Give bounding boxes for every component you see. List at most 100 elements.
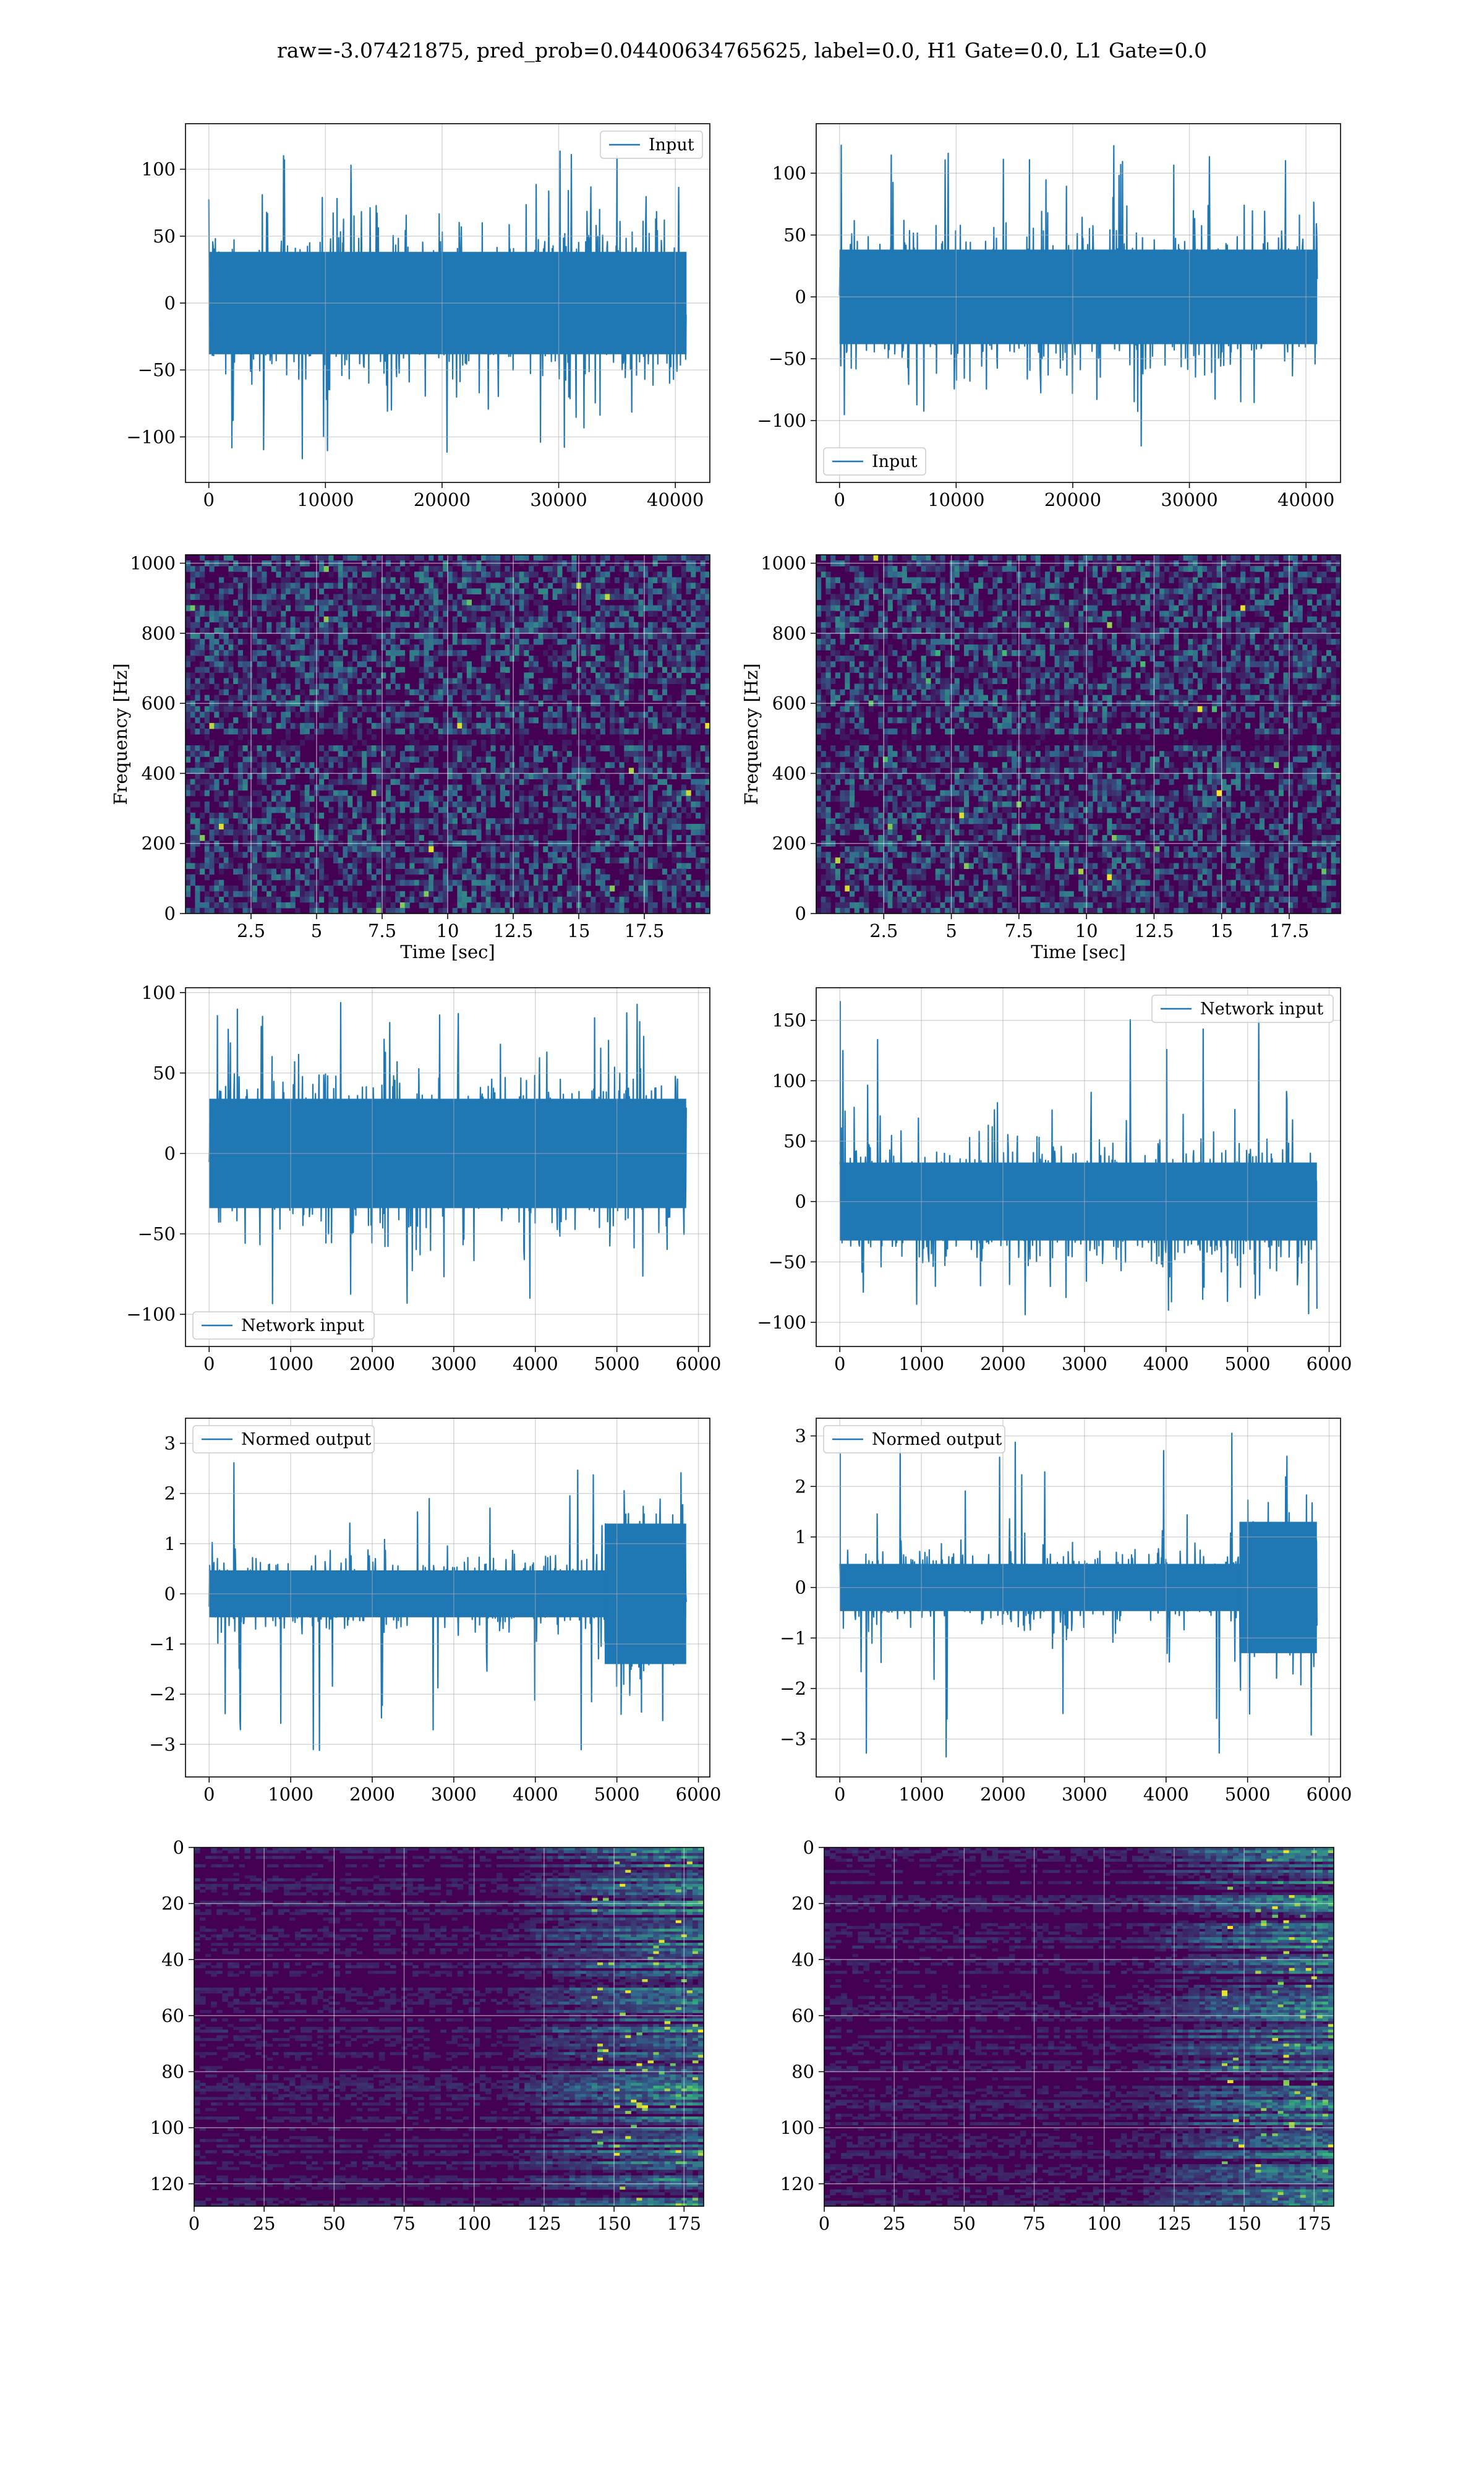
heatmap-cell xyxy=(657,672,662,678)
heatmap-cell xyxy=(1140,606,1145,612)
heatmap-cell xyxy=(620,723,625,729)
heatmap-cell xyxy=(309,891,314,897)
heatmap-cell xyxy=(409,846,414,852)
heatmap-cell xyxy=(271,672,276,678)
heatmap-cell xyxy=(701,745,706,751)
heatmap-cell xyxy=(267,818,271,824)
heatmap-cell xyxy=(1264,555,1269,561)
heatmap-cell xyxy=(648,897,653,903)
heatmap-cell xyxy=(543,751,548,757)
heatmap-cell xyxy=(610,633,615,640)
heatmap-cell xyxy=(324,756,329,763)
heatmap-cell xyxy=(821,606,826,612)
heatmap-cell xyxy=(529,796,534,802)
heatmap-cell xyxy=(1083,555,1088,561)
heatmap-cell xyxy=(195,571,200,578)
heatmap-cell xyxy=(462,886,467,892)
heatmap-cell xyxy=(324,773,329,779)
heatmap-cell xyxy=(620,667,625,673)
heatmap-cell xyxy=(243,661,248,667)
heatmap-cell xyxy=(219,650,224,656)
heatmap-cell xyxy=(524,779,529,785)
heatmap-cell xyxy=(634,622,639,628)
heatmap-cell xyxy=(567,886,572,892)
heatmap-cell xyxy=(672,880,676,886)
heatmap-cell xyxy=(472,857,477,863)
heatmap-cell xyxy=(200,644,205,651)
heatmap-cell xyxy=(595,678,600,684)
heatmap-cell xyxy=(701,790,706,797)
heatmap-cell xyxy=(1260,611,1264,617)
heatmap-cell xyxy=(672,807,676,813)
heatmap-cell xyxy=(348,779,352,785)
heatmap-cell xyxy=(224,762,229,768)
heatmap-cell xyxy=(200,779,205,785)
heatmap-cell xyxy=(376,678,381,684)
heatmap-cell xyxy=(467,790,472,797)
heatmap-cell xyxy=(357,690,362,696)
heatmap-cell xyxy=(701,695,706,701)
heatmap-cell xyxy=(429,745,433,751)
heatmap-cell xyxy=(286,588,291,594)
heatmap-cell xyxy=(1221,594,1226,600)
heatmap-cell xyxy=(247,622,252,628)
heatmap-cell xyxy=(252,606,257,612)
heatmap-cell xyxy=(534,633,539,640)
heatmap-cell xyxy=(467,571,472,578)
heatmap-cell xyxy=(510,571,514,578)
heatmap-cell xyxy=(472,768,477,774)
heatmap-cell xyxy=(305,768,310,774)
heatmap-cell xyxy=(462,723,467,729)
heatmap-cell xyxy=(543,712,548,718)
heatmap-cell xyxy=(386,790,391,797)
heatmap-cell xyxy=(190,606,195,612)
heatmap-cell xyxy=(300,852,305,858)
heatmap-cell xyxy=(534,846,539,852)
heatmap-cell xyxy=(481,785,486,791)
heatmap-cell xyxy=(424,745,429,751)
heatmap-cell xyxy=(333,594,338,600)
heatmap-cell xyxy=(395,829,400,836)
y-tick-label: 0 xyxy=(795,286,806,307)
heatmap-cell xyxy=(657,644,662,651)
heatmap-cell xyxy=(281,583,286,589)
heatmap-cell xyxy=(1240,571,1245,578)
heatmap-cell xyxy=(281,600,286,606)
heatmap-cell xyxy=(243,768,248,774)
heatmap-cell xyxy=(219,852,224,858)
heatmap-cell xyxy=(686,667,691,673)
heatmap-cell xyxy=(195,902,200,909)
heatmap-cell xyxy=(424,824,429,830)
heatmap-cell xyxy=(395,897,400,903)
heatmap-cell xyxy=(529,835,534,841)
heatmap-cell xyxy=(495,566,500,572)
heatmap-cell xyxy=(988,588,993,594)
heatmap-cell xyxy=(667,745,672,751)
heatmap-cell xyxy=(657,617,662,623)
heatmap-cell xyxy=(940,566,945,572)
heatmap-cell xyxy=(210,723,215,729)
heatmap-cell xyxy=(548,633,553,640)
heatmap-cell xyxy=(433,773,438,779)
heatmap-cell xyxy=(969,577,974,583)
heatmap-cell xyxy=(252,863,257,869)
heatmap-cell xyxy=(519,712,524,718)
heatmap-cell xyxy=(243,829,248,836)
heatmap-cell xyxy=(495,779,500,785)
heatmap-cell xyxy=(988,606,993,612)
heatmap-cell xyxy=(1198,594,1203,600)
heatmap-cell xyxy=(629,577,634,583)
heatmap-cell xyxy=(505,622,510,628)
heatmap-cell xyxy=(190,628,195,634)
heatmap-cell xyxy=(462,611,467,617)
heatmap-cell xyxy=(562,807,567,813)
heatmap-cell xyxy=(978,606,983,612)
heatmap-cell xyxy=(267,690,271,696)
heatmap-cell xyxy=(600,600,605,606)
heatmap-cell xyxy=(338,672,343,678)
heatmap-cell xyxy=(691,880,696,886)
heatmap-cell xyxy=(243,729,248,735)
heatmap-cell xyxy=(309,773,314,779)
heatmap-cell xyxy=(992,566,997,572)
heatmap-cell xyxy=(291,588,296,594)
